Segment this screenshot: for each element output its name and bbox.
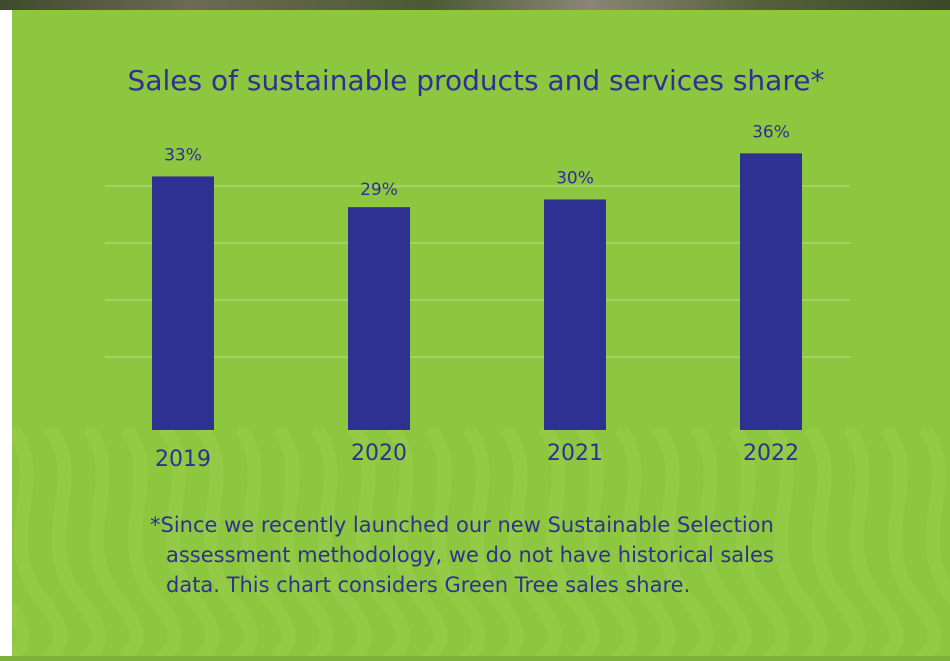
category-label-2019: 2019 <box>155 447 211 472</box>
photo-strip <box>0 0 950 10</box>
bar-2022 <box>740 153 802 431</box>
bar-2020 <box>348 207 410 430</box>
bar-2019 <box>152 176 214 430</box>
gridlines <box>105 185 850 358</box>
data-label-2020: 29% <box>360 180 398 200</box>
footnote-line-3: data. This chart considers Green Tree sa… <box>166 573 691 597</box>
category-label-2020: 2020 <box>351 441 407 466</box>
chart-title: Sales of sustainable products and servic… <box>128 64 825 97</box>
data-label-2019: 33% <box>164 145 202 165</box>
bar-2021 <box>544 199 606 430</box>
data-labels: 33% 29% 30% 36% <box>164 122 790 200</box>
category-label-2021: 2021 <box>547 441 603 466</box>
wave-stroke <box>918 428 950 607</box>
category-label-2022: 2022 <box>743 441 799 466</box>
data-label-2022: 36% <box>752 122 790 142</box>
footnote-line-1: *Since we recently launched our new Sust… <box>150 513 774 537</box>
footnote: *Since we recently launched our new Sust… <box>150 510 870 600</box>
category-labels: 2019 2020 2021 2022 <box>155 441 799 472</box>
footnote-line-2: assessment methodology, we do not have h… <box>166 543 774 567</box>
data-label-2021: 30% <box>556 168 594 188</box>
bottom-band <box>0 656 950 661</box>
bars <box>152 153 802 431</box>
